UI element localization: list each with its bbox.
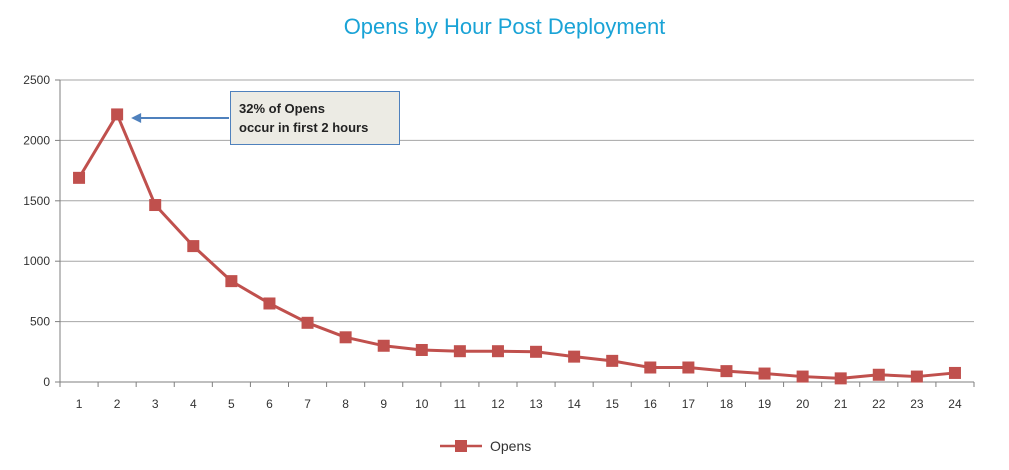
annotation-line-1: 32% of Opens xyxy=(239,101,325,116)
data-point xyxy=(187,240,200,253)
x-tick-label: 3 xyxy=(152,397,159,411)
series-opens xyxy=(73,108,961,385)
data-point xyxy=(910,370,923,383)
data-point xyxy=(530,345,543,358)
data-point xyxy=(453,345,466,358)
axes xyxy=(55,79,975,387)
y-tick-labels: 0 500 1000 1500 2000 2500 xyxy=(23,73,50,389)
x-tick-label: 10 xyxy=(415,397,429,411)
data-point xyxy=(948,366,961,379)
gridlines xyxy=(60,79,974,323)
x-tick-label: 24 xyxy=(948,397,962,411)
data-point xyxy=(301,316,314,329)
x-tick-label: 1 xyxy=(76,397,83,411)
data-point xyxy=(377,339,390,352)
chart-title: Opens by Hour Post Deployment xyxy=(343,14,666,39)
data-point xyxy=(682,361,695,374)
data-point xyxy=(758,367,771,380)
x-tick-label: 14 xyxy=(567,397,581,411)
y-tick-label: 1500 xyxy=(23,194,50,208)
data-point xyxy=(568,350,581,363)
y-tick-label: 1000 xyxy=(23,254,50,268)
x-tick-label: 19 xyxy=(758,397,772,411)
x-tick-label: 11 xyxy=(454,397,467,411)
annotation-arrow xyxy=(131,113,229,123)
x-tick-label: 6 xyxy=(266,397,273,411)
x-tick-label: 16 xyxy=(644,397,658,411)
data-point xyxy=(263,297,276,310)
data-point xyxy=(606,354,619,367)
data-point xyxy=(339,331,352,344)
data-point xyxy=(644,361,657,374)
data-point xyxy=(834,372,847,385)
x-tick-label: 13 xyxy=(529,397,543,411)
x-tick-label: 2 xyxy=(114,397,121,411)
x-tick-label: 21 xyxy=(834,397,848,411)
legend-marker-icon xyxy=(440,440,482,452)
x-tick-label: 5 xyxy=(228,397,235,411)
data-point xyxy=(149,199,162,212)
x-tick-label: 18 xyxy=(720,397,734,411)
x-tick-label: 23 xyxy=(910,397,924,411)
y-tick-label: 2500 xyxy=(23,73,50,87)
y-tick-label: 0 xyxy=(43,375,50,389)
data-point xyxy=(415,343,428,356)
data-point xyxy=(491,345,504,358)
data-point xyxy=(111,108,124,121)
data-point xyxy=(225,275,238,288)
data-point xyxy=(720,365,733,378)
y-tick-label: 500 xyxy=(30,315,50,329)
legend: Opens xyxy=(440,436,531,456)
data-point xyxy=(796,370,809,383)
x-tick-label: 4 xyxy=(190,397,197,411)
x-tick-labels: 1 2 3 4 5 6 7 8 9 10 11 12 13 14 15 16 17 18 19 20 21 22 23 24 xyxy=(76,397,962,411)
x-tick-label: 17 xyxy=(682,397,696,411)
series-line xyxy=(77,112,956,380)
x-tick-label: 15 xyxy=(606,397,620,411)
legend-label-opens: Opens xyxy=(490,438,532,454)
arrow-head xyxy=(131,113,142,123)
x-tick-label: 8 xyxy=(342,397,349,411)
x-tick-label: 22 xyxy=(872,397,886,411)
x-tick-label: 12 xyxy=(491,397,505,411)
x-tick-label: 20 xyxy=(796,397,810,411)
annotation-line-2: occur in first 2 hours xyxy=(239,120,369,135)
y-tick-label: 2000 xyxy=(23,133,50,147)
annotation-callout: 32% of Opens occur in first 2 hours xyxy=(230,91,400,145)
x-tick-label: 7 xyxy=(304,397,311,411)
data-point xyxy=(872,368,885,381)
x-tick-label: 9 xyxy=(380,397,387,411)
data-point xyxy=(73,171,86,184)
